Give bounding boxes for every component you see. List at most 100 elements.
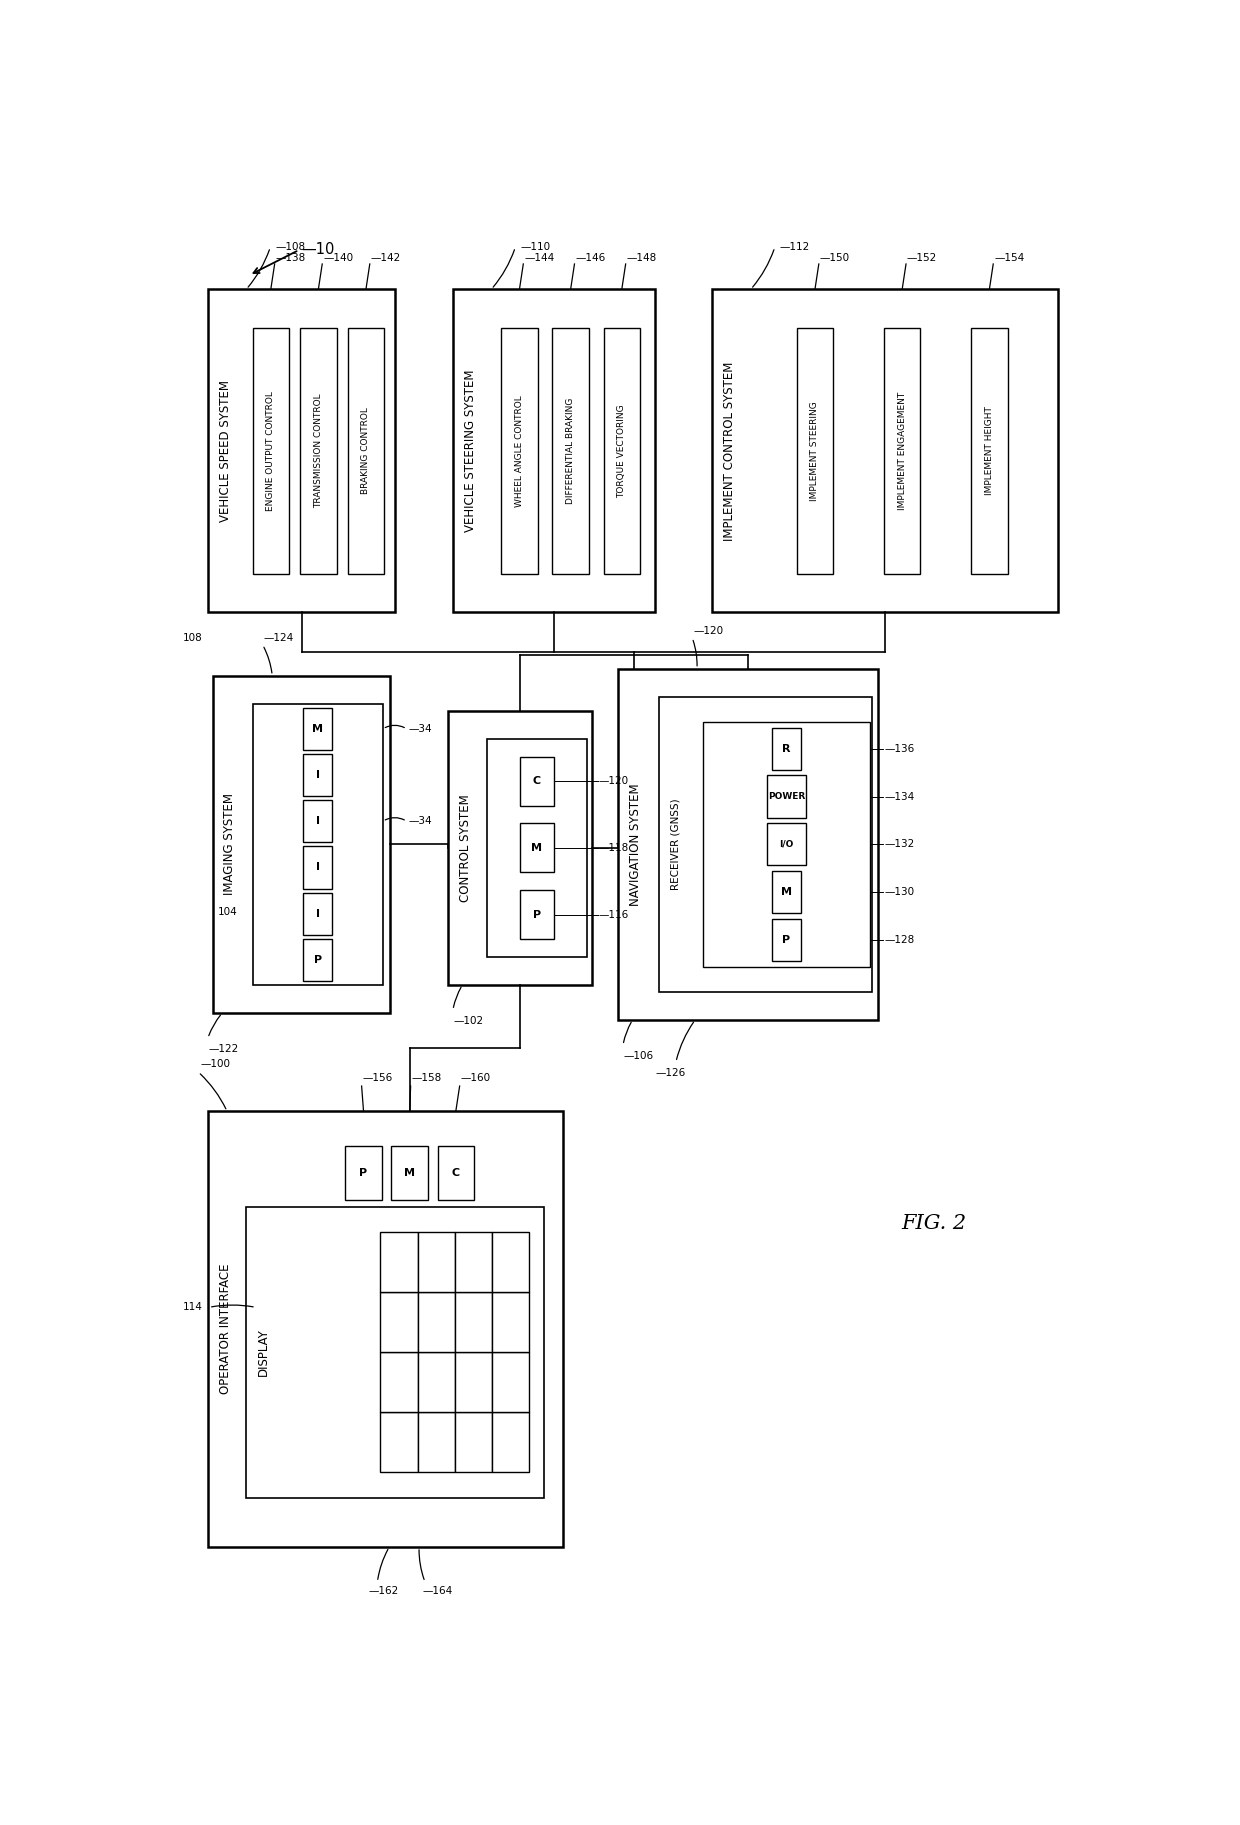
- Text: VEHICLE STEERING SYSTEM: VEHICLE STEERING SYSTEM: [464, 370, 476, 533]
- Text: IMPLEMENT CONTROL SYSTEM: IMPLEMENT CONTROL SYSTEM: [723, 361, 737, 540]
- Text: P: P: [314, 954, 322, 965]
- Text: TORQUE VECTORING: TORQUE VECTORING: [618, 403, 626, 498]
- Text: —146: —146: [575, 252, 605, 263]
- Text: CONTROL SYSTEM: CONTROL SYSTEM: [459, 794, 472, 902]
- Bar: [453, 290, 655, 613]
- Text: POWER: POWER: [768, 792, 805, 801]
- Bar: [773, 918, 801, 962]
- Text: —154: —154: [994, 252, 1024, 263]
- Text: P: P: [782, 934, 790, 945]
- Bar: [345, 1146, 382, 1199]
- Bar: [392, 1146, 428, 1199]
- Text: M: M: [532, 843, 542, 852]
- Text: DISPLAY: DISPLAY: [257, 1329, 270, 1376]
- Bar: [381, 1352, 418, 1413]
- Bar: [971, 328, 1008, 573]
- Bar: [552, 328, 589, 573]
- Text: —34: —34: [409, 725, 433, 734]
- Text: —156: —156: [362, 1073, 393, 1084]
- Bar: [768, 776, 806, 818]
- Bar: [304, 938, 332, 980]
- Bar: [773, 728, 801, 770]
- Text: IMPLEMENT ENGAGEMENT: IMPLEMENT ENGAGEMENT: [898, 392, 906, 509]
- Bar: [247, 1206, 544, 1498]
- Text: IMPLEMENT STEERING: IMPLEMENT STEERING: [811, 402, 820, 500]
- Text: IMPLEMENT HEIGHT: IMPLEMENT HEIGHT: [985, 407, 994, 495]
- Bar: [347, 328, 384, 573]
- Bar: [304, 799, 332, 843]
- Bar: [712, 290, 1058, 613]
- Bar: [455, 1352, 492, 1413]
- Text: I: I: [316, 909, 320, 918]
- Text: NAVIGATION SYSTEM: NAVIGATION SYSTEM: [629, 783, 642, 905]
- Text: —138: —138: [275, 252, 306, 263]
- Text: —160: —160: [460, 1073, 491, 1084]
- Bar: [448, 710, 593, 986]
- Text: —128: —128: [884, 934, 915, 945]
- Text: —164: —164: [422, 1586, 453, 1597]
- Text: —158: —158: [412, 1073, 441, 1084]
- Bar: [492, 1413, 529, 1473]
- Text: —134: —134: [884, 792, 915, 801]
- Text: OPERATOR INTERFACE: OPERATOR INTERFACE: [218, 1265, 232, 1394]
- Text: M: M: [312, 725, 324, 734]
- Text: C: C: [451, 1168, 460, 1179]
- Bar: [381, 1232, 418, 1292]
- Bar: [797, 328, 833, 573]
- Bar: [773, 871, 801, 912]
- Text: —126: —126: [656, 1068, 686, 1079]
- Text: —116: —116: [599, 909, 629, 920]
- Bar: [381, 1292, 418, 1352]
- Bar: [619, 668, 878, 1020]
- Text: —106: —106: [624, 1051, 653, 1060]
- Bar: [304, 754, 332, 796]
- Text: —10: —10: [301, 243, 335, 257]
- Text: —152: —152: [906, 252, 937, 263]
- Text: 104: 104: [217, 907, 237, 916]
- Text: I/O: I/O: [779, 840, 794, 849]
- Text: —136: —136: [884, 745, 915, 754]
- Bar: [300, 328, 336, 573]
- Bar: [418, 1352, 455, 1413]
- Bar: [418, 1413, 455, 1473]
- Text: —120: —120: [693, 626, 723, 637]
- Text: VEHICLE SPEED SYSTEM: VEHICLE SPEED SYSTEM: [218, 380, 232, 522]
- Text: C: C: [533, 776, 541, 787]
- Text: —140: —140: [324, 252, 353, 263]
- Text: I: I: [316, 816, 320, 827]
- Bar: [304, 708, 332, 750]
- Text: —120: —120: [599, 776, 629, 787]
- Text: —130: —130: [884, 887, 915, 898]
- Text: —112: —112: [780, 243, 810, 252]
- Bar: [492, 1292, 529, 1352]
- Text: I: I: [316, 863, 320, 872]
- Bar: [438, 1146, 474, 1199]
- Bar: [253, 328, 289, 573]
- Text: —102: —102: [454, 1017, 484, 1026]
- Text: —144: —144: [525, 252, 554, 263]
- Bar: [521, 891, 554, 940]
- Bar: [213, 675, 391, 1013]
- Bar: [455, 1292, 492, 1352]
- Text: 114: 114: [184, 1303, 203, 1312]
- Bar: [208, 1111, 563, 1548]
- Bar: [304, 892, 332, 934]
- Bar: [492, 1232, 529, 1292]
- Text: —162: —162: [368, 1586, 399, 1597]
- Text: —150: —150: [820, 252, 849, 263]
- Bar: [604, 328, 640, 573]
- Text: FIG. 2: FIG. 2: [900, 1214, 966, 1234]
- Bar: [418, 1232, 455, 1292]
- Bar: [455, 1413, 492, 1473]
- Text: —142: —142: [371, 252, 401, 263]
- Bar: [455, 1232, 492, 1292]
- Bar: [703, 723, 870, 967]
- Text: —124: —124: [264, 633, 294, 644]
- Bar: [658, 697, 872, 993]
- Text: —100: —100: [200, 1058, 231, 1069]
- Text: IMAGING SYSTEM: IMAGING SYSTEM: [223, 794, 237, 896]
- Text: —108: —108: [275, 243, 305, 252]
- Text: —118: —118: [599, 843, 629, 852]
- Text: BRAKING CONTROL: BRAKING CONTROL: [361, 407, 371, 495]
- Text: WHEEL ANGLE CONTROL: WHEEL ANGLE CONTROL: [515, 394, 525, 507]
